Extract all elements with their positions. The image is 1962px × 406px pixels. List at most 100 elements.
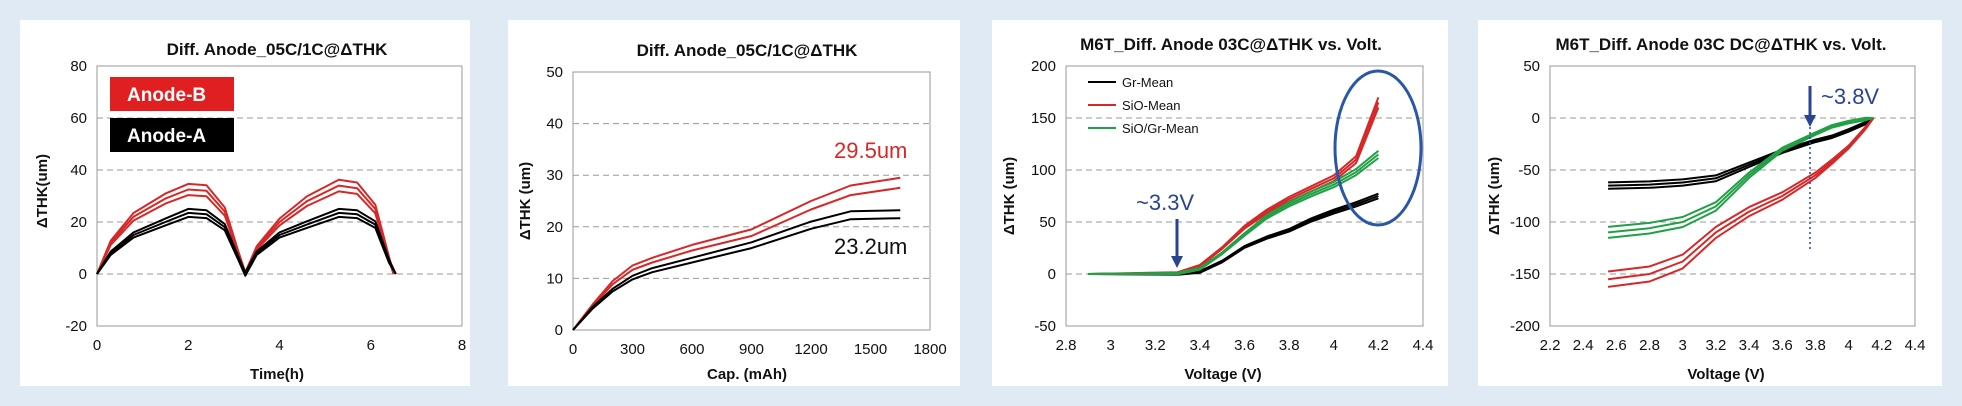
- legend-label-gr-mean: Gr-Mean: [1122, 75, 1173, 90]
- panel-3-background: [992, 20, 1448, 386]
- legend-label-sio-mean: SiO-Mean: [1122, 98, 1181, 113]
- series-line: [1607, 117, 1875, 273]
- series-line: [572, 217, 901, 331]
- x-tick-label: 6: [367, 337, 375, 354]
- x-tick-label: 8: [458, 337, 466, 354]
- y-tick-label: 80: [70, 58, 87, 75]
- x-tick-label: 4: [1844, 337, 1852, 354]
- chart-2-plot-area: 0 10 20 30 40 50 0 300 600 900 1200 1500 1800: [546, 64, 946, 358]
- y-tick-label: 0: [1532, 110, 1540, 127]
- series-anode-a: [572, 209, 901, 331]
- series-line: [1607, 117, 1875, 288]
- x-tick-label: 2: [184, 337, 192, 354]
- y-tick-label: 20: [546, 219, 563, 236]
- series-line: [1088, 197, 1379, 276]
- x-tick-label: 4.2: [1871, 337, 1892, 354]
- panel-1-background: [20, 20, 470, 386]
- chart-4-plot-area: -200 -150 -100 -50 0 50 2.2 2.4 2.6 2.8 3 3.2 3.4 3.6…: [1510, 58, 1925, 354]
- x-tick-label: 3.8: [1279, 337, 1300, 354]
- y-tick-label: 0: [1048, 266, 1056, 283]
- chart-4-y-axis-label: ΔTHK (um): [1486, 157, 1503, 235]
- chart-3: -50 0 50 100 150 200 2.8 3 3.2 3.4 3.6 3.8 4 4.2 4.4 M…: [1001, 35, 1433, 383]
- highlight-ellipse: [1333, 69, 1423, 227]
- y-tick-label: 20: [70, 214, 87, 231]
- chart-3-y-axis-label: ΔTHK (um): [1001, 157, 1018, 235]
- x-tick-label: 3: [1106, 337, 1114, 354]
- x-tick-label: 600: [679, 341, 704, 358]
- legend-label-sio-gr-mean: SiO/Gr-Mean: [1122, 121, 1199, 136]
- y-tick-label: 150: [1031, 110, 1056, 127]
- y-tick-label: -150: [1510, 266, 1540, 283]
- x-tick-label: 1200: [794, 341, 827, 358]
- x-tick-label: 3: [1679, 337, 1687, 354]
- chart-2-x-axis-label: Cap. (mAh): [707, 366, 787, 383]
- y-tick-label: 0: [555, 322, 563, 339]
- series-line: [96, 207, 397, 275]
- x-tick-label: 3.6: [1234, 337, 1255, 354]
- x-tick-label: 3.4: [1189, 337, 1210, 354]
- chart-4: -200 -150 -100 -50 0 50 2.2 2.4 2.6 2.8 3 3.2 3.4 3.6…: [1486, 35, 1925, 383]
- y-tick-label: 200: [1031, 58, 1056, 75]
- x-tick-label: 4.2: [1368, 337, 1389, 354]
- x-tick-label: 3.8: [1805, 337, 1826, 354]
- plot-frame: [1549, 65, 1916, 327]
- y-tick-label: 40: [70, 162, 87, 179]
- x-tick-label: 900: [739, 341, 764, 358]
- series-line: [1088, 96, 1380, 275]
- x-tick-label: 3.2: [1145, 337, 1166, 354]
- x-tick-label: 4: [1330, 337, 1338, 354]
- chart-1-title: Diff. Anode_05C/1C@ΔTHK: [167, 40, 389, 59]
- chart-4-x-axis-label: Voltage (V): [1687, 366, 1764, 383]
- legend-box-anode-b: [110, 77, 234, 111]
- y-tick-label: -200: [1510, 318, 1540, 335]
- x-tick-label: 4.4: [1905, 337, 1926, 354]
- y-tick-label: 10: [546, 270, 563, 287]
- y-tick-label: 50: [1523, 58, 1540, 75]
- series-anode-a: [96, 207, 397, 277]
- legend-label-anode-b: Anode-B: [127, 85, 206, 106]
- x-tick-label: 1800: [913, 341, 946, 358]
- y-tick-label: 100: [1031, 162, 1056, 179]
- x-tick-label: 3.2: [1705, 337, 1726, 354]
- x-tick-label: 2.2: [1540, 337, 1561, 354]
- chart-3-legend: Gr-Mean SiO-Mean SiO/Gr-Mean: [1088, 75, 1199, 136]
- y-tick-label: 60: [70, 110, 87, 127]
- annotation-anode-b-final: 29.5um: [834, 138, 907, 163]
- chart-2: 0 10 20 30 40 50 0 300 600 900 1200 1500 1800 Diff. …: [517, 41, 947, 383]
- x-tick-label: 3.6: [1772, 337, 1793, 354]
- panel-2-background: [508, 20, 960, 386]
- chart-1-y-axis-label: ΔTHK(um): [34, 154, 51, 228]
- x-tick-label: 2.6: [1606, 337, 1627, 354]
- x-tick-label: 0: [93, 337, 101, 354]
- chart-3-plot-area: -50 0 50 100 150 200 2.8 3 3.2 3.4 3.6 3.8 4 4.2 4.4: [1031, 58, 1433, 354]
- series-line: [1088, 150, 1380, 275]
- annotation-anode-a-final: 23.2um: [834, 234, 907, 259]
- x-tick-label: 1500: [854, 341, 887, 358]
- plot-frame: [572, 71, 931, 331]
- chart-2-title: Diff. Anode_05C/1C@ΔTHK: [637, 41, 859, 60]
- y-tick-label: 30: [546, 167, 563, 184]
- x-tick-label: 2.4: [1573, 337, 1594, 354]
- annotation-3-8v: ~3.8V: [1821, 84, 1879, 109]
- x-tick-label: 2.8: [1056, 337, 1077, 354]
- y-tick-label: -50: [1034, 318, 1056, 335]
- x-tick-label: 300: [620, 341, 645, 358]
- y-tick-label: -20: [65, 318, 87, 335]
- x-tick-label: 2.8: [1639, 337, 1660, 354]
- y-tick-label: 40: [546, 116, 563, 133]
- series-sio: [1607, 117, 1875, 288]
- chart-2-y-axis-label: ΔTHK (um): [517, 162, 534, 240]
- x-tick-label: 4: [275, 337, 283, 354]
- chart-3-x-axis-label: Voltage (V): [1184, 366, 1261, 383]
- series-line: [572, 176, 901, 331]
- panel-4-background: [1478, 20, 1942, 386]
- y-tick-label: -50: [1518, 162, 1540, 179]
- series-line: [96, 215, 397, 277]
- chart-3-title: M6T_Diff. Anode 03C@ΔTHK vs. Volt.: [1080, 35, 1382, 54]
- series-line: [572, 186, 901, 331]
- series-line: [1608, 117, 1875, 190]
- chart-4-title: M6T_Diff. Anode 03C DC@ΔTHK vs. Volt.: [1555, 35, 1886, 54]
- y-tick-label: 50: [1039, 214, 1056, 231]
- legend-box-anode-a: [110, 118, 234, 152]
